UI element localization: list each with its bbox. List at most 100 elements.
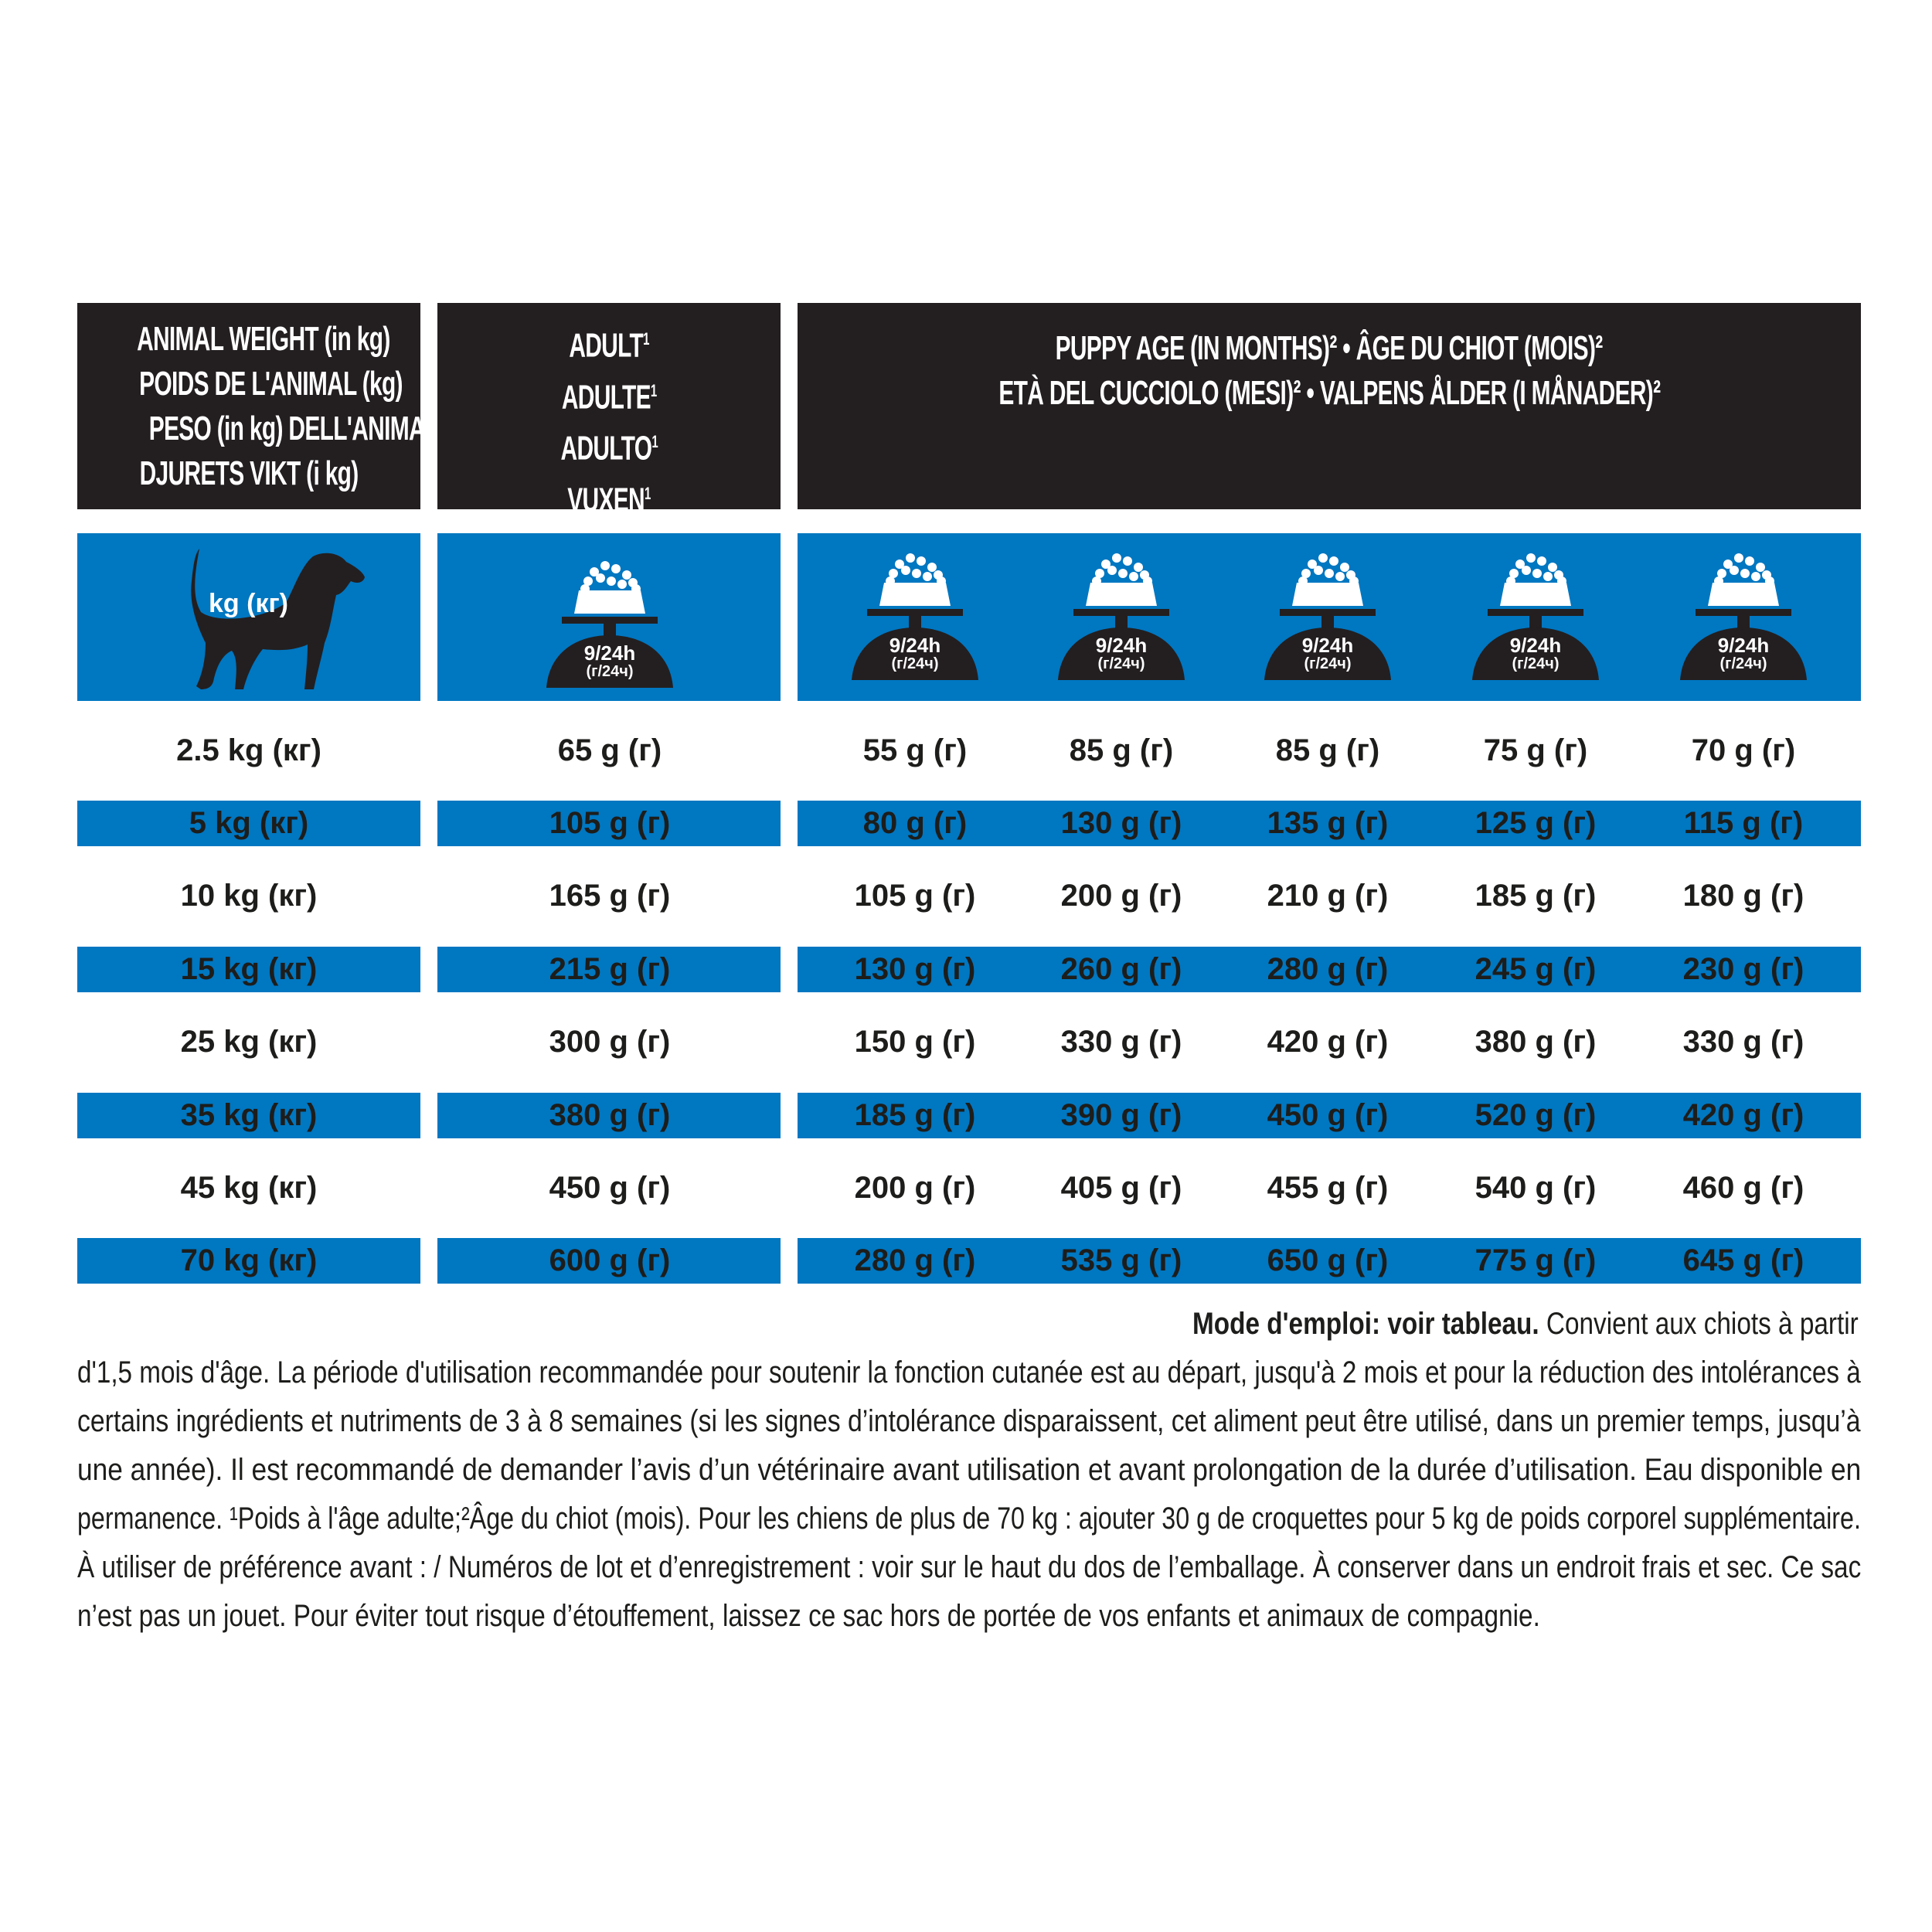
puppy-amount-cell: 85 g (г) <box>1069 733 1174 767</box>
puppy-amount-cell: 260 g (г) <box>1060 951 1182 986</box>
puppy-amount-cell: 535 g (г) <box>1060 1243 1182 1278</box>
puppy-amount-cell: 75 g (г) <box>1483 733 1588 767</box>
food-bowl-scale-icon: 9/24h (г/24ч) <box>1052 550 1191 689</box>
footnote-1: 1 <box>650 380 657 400</box>
row-highlight <box>437 1092 781 1138</box>
weight-cell: 25 kg (кг) <box>180 1025 318 1060</box>
weight-cell: 45 kg (кг) <box>180 1170 318 1205</box>
weight-cell: 35 kg (кг) <box>180 1097 318 1132</box>
instructions-text-span: une année). Il est recommandé de demande… <box>77 1453 1862 1487</box>
age-6: 6 <box>1317 756 1338 799</box>
header-puppy-line1: PUPPY AGE (IN MONTHS)² • ÂGE DU CHIOT (M… <box>1056 329 1604 367</box>
weight-cell: 10 kg (кг) <box>180 879 318 913</box>
row-highlight <box>437 1238 781 1284</box>
row-highlight <box>798 1238 1861 1284</box>
puppy-amount-cell: 125 g (г) <box>1475 805 1597 840</box>
puppy-amount-cell: 460 g (г) <box>1682 1170 1804 1205</box>
instructions-line: À utiliser de préférence avant : / Numér… <box>77 1548 1861 1587</box>
instructions-text-span: À utiliser de préférence avant : / Numér… <box>77 1550 1862 1584</box>
food-bowl-scale-icon: 9/24h (г/24ч) <box>1258 550 1397 689</box>
puppy-amount-cell: 455 g (г) <box>1267 1170 1389 1205</box>
food-bowl-scale-icon: 9/24h (г/24ч) <box>540 558 679 697</box>
puppy-amount-cell: 330 g (г) <box>1060 1025 1182 1060</box>
puppy-amount-cell: 380 g (г) <box>1475 1025 1597 1060</box>
weight-cell: 70 kg (кг) <box>180 1243 318 1278</box>
bowl-label-line1: 9/24h <box>1301 634 1354 657</box>
row-highlight <box>437 800 781 846</box>
puppy-amount-cell: 105 g (г) <box>854 879 976 913</box>
bowl-label-line1: 9/24h <box>1717 634 1770 657</box>
puppy-amount-cell: 420 g (г) <box>1267 1025 1389 1060</box>
weight-cell: 5 kg (кг) <box>189 805 309 840</box>
adult-amount-cell: 600 g (г) <box>549 1243 671 1278</box>
instructions-text-span: d'1,5 mois d'âge. La période d'utilisati… <box>77 1355 1861 1389</box>
footnote-1: 1 <box>651 432 658 452</box>
age-4: 4 <box>1111 756 1132 799</box>
puppy-amount-cell: 85 g (г) <box>1275 733 1380 767</box>
instructions-line: n’est pas un jouet. Pour éviter tout ris… <box>77 1597 1540 1635</box>
dog-icon-cell: kg (кг) <box>77 533 420 701</box>
header-adult-it: ADULTO <box>560 429 652 468</box>
bowl-label-line2: (г/24ч) <box>1719 655 1767 672</box>
age-9: 9 <box>1525 756 1546 799</box>
instructions-heading: Mode d'emploi: voir tableau. <box>1192 1307 1540 1341</box>
age-12: 12 <box>1722 756 1765 799</box>
puppy-amount-cell: 150 g (г) <box>854 1025 976 1060</box>
header-adult-en: ADULT <box>569 326 644 365</box>
instructions-line: permanence. ¹Poids à l'âge adulte;²Âge d… <box>77 1499 1861 1538</box>
dog-weight-label: kg (кг) <box>209 589 288 618</box>
footnote-1: 1 <box>643 329 649 349</box>
row-highlight <box>77 1092 420 1138</box>
puppy-amount-cell: 330 g (г) <box>1682 1025 1804 1060</box>
puppy-amount-cell: 80 g (г) <box>862 805 968 840</box>
puppy-column-header: PUPPY AGE (IN MONTHS)² • ÂGE DU CHIOT (M… <box>798 303 1861 799</box>
puppy-amount-cell: 130 g (г) <box>1060 805 1182 840</box>
puppy-amount-cell: 70 g (г) <box>1691 733 1796 767</box>
adult-amount-cell: 380 g (г) <box>549 1097 671 1132</box>
header-adult-fr: ADULTE <box>561 378 651 417</box>
instructions-text-span: permanence. ¹Poids à l'âge adulte;²Âge d… <box>77 1502 1861 1536</box>
puppy-amount-cell: 420 g (г) <box>1682 1097 1804 1132</box>
weight-cell: 15 kg (кг) <box>180 951 318 986</box>
puppy-amount-cell: 280 g (г) <box>1267 951 1389 986</box>
puppy-amount-cell: 130 g (г) <box>854 951 976 986</box>
instructions-line: certains ingrédients et nutriments de 3 … <box>77 1402 1861 1440</box>
header-adult-sv: VUXEN <box>567 481 645 519</box>
row-highlight <box>798 800 1861 846</box>
food-bowl-scale-icon: 9/24h (г/24ч) <box>845 550 985 689</box>
row-highlight <box>437 946 781 992</box>
row-highlight <box>77 946 420 992</box>
bowl-label-line2: (г/24ч) <box>1512 655 1560 672</box>
bowl-label-line2: (г/24ч) <box>891 655 939 672</box>
puppy-amount-cell: 55 g (г) <box>862 733 968 767</box>
instructions-line: une année). Il est recommandé de demande… <box>77 1451 1861 1489</box>
bowl-label-line1: 9/24h <box>1509 634 1562 657</box>
header-weight-it: PESO (in kg) DELL'ANIMALE <box>148 410 454 447</box>
instructions-text-span: n’est pas un jouet. Pour éviter tout ris… <box>77 1599 1540 1633</box>
puppy-amount-cell: 180 g (г) <box>1682 879 1804 913</box>
header-weight-en: ANIMAL WEIGHT (in kg) <box>137 320 390 358</box>
instructions-line: Mode d'emploi: voir tableau. Convient au… <box>1192 1304 1859 1343</box>
puppy-amount-cell: 645 g (г) <box>1682 1243 1804 1278</box>
food-bowl-scale-icon: 9/24h (г/24ч) <box>1466 550 1605 689</box>
row-highlight <box>77 800 420 846</box>
puppy-amount-cell: 390 g (г) <box>1060 1097 1182 1132</box>
dog-silhouette-icon <box>191 549 365 689</box>
puppy-amount-cell: 200 g (г) <box>854 1170 976 1205</box>
puppy-amount-cell: 280 g (г) <box>854 1243 976 1278</box>
header-weight-fr: POIDS DE L'ANIMAL (kg) <box>139 365 403 403</box>
adult-column-header: ADULT1 ADULTE1 ADULTO1 VUXEN1 <box>437 303 781 519</box>
puppy-amount-cell: 450 g (г) <box>1267 1097 1389 1132</box>
puppy-amount-cell: 210 g (г) <box>1267 879 1389 913</box>
puppy-amount-cell: 540 g (г) <box>1475 1170 1597 1205</box>
puppy-amount-cell: 405 g (г) <box>1060 1170 1182 1205</box>
puppy-amount-cell: 115 g (г) <box>1683 805 1804 840</box>
puppy-amount-cell: 135 g (г) <box>1267 805 1389 840</box>
bowl-label-line1: 9/24h <box>889 634 941 657</box>
adult-amount-cell: 165 g (г) <box>549 879 671 913</box>
puppy-amount-cell: 200 g (г) <box>1060 879 1182 913</box>
adult-amount-cell: 105 g (г) <box>549 805 671 840</box>
instructions-line: d'1,5 mois d'âge. La période d'utilisati… <box>77 1353 1861 1392</box>
bowl-label-line2: (г/24ч) <box>1304 655 1352 672</box>
puppy-amount-cell: 650 g (г) <box>1267 1243 1389 1278</box>
